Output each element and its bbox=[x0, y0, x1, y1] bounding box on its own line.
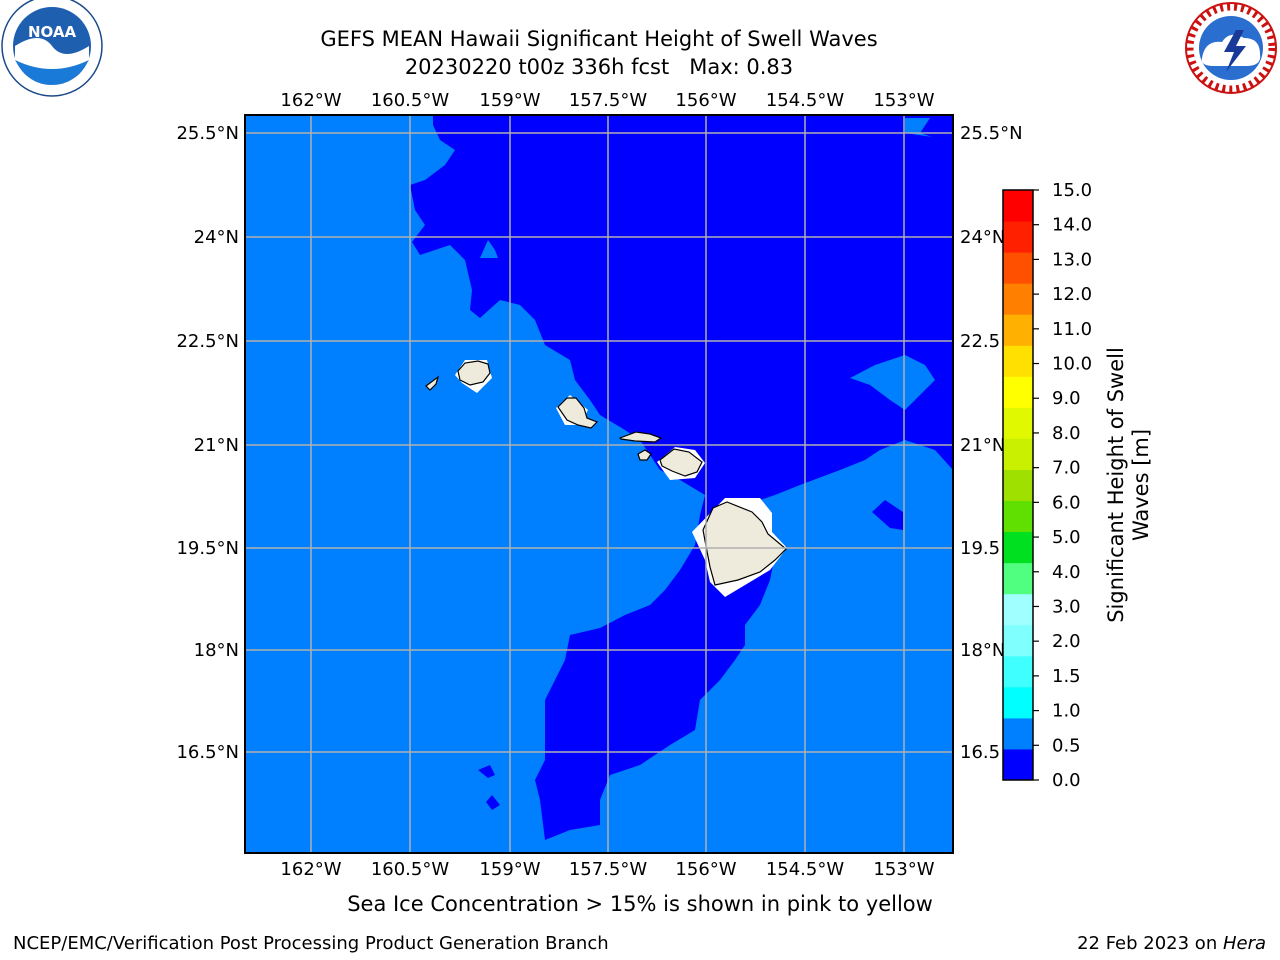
colorbar-segment bbox=[1003, 345, 1033, 377]
footer-date: 22 Feb 2023 on Hera bbox=[1077, 933, 1266, 954]
swell-mid-patch-east bbox=[850, 355, 935, 410]
lat-label-left: 22.5°N bbox=[176, 331, 239, 352]
island-kauai bbox=[457, 360, 491, 386]
colorbar-segment bbox=[1003, 283, 1033, 315]
colorbar-tick-label: 0.0 bbox=[1052, 770, 1081, 791]
colorbar-tick-label: 0.5 bbox=[1052, 735, 1081, 756]
colorbar-tick-label: 9.0 bbox=[1052, 388, 1081, 409]
colorbar-tick-label: 4.0 bbox=[1052, 562, 1081, 583]
colorbar-label: Significant Height of SwellWaves [m] bbox=[1104, 347, 1153, 623]
noaa-logo: NOAA bbox=[1, 0, 103, 97]
map-area bbox=[245, 115, 953, 853]
colorbar-segment bbox=[1003, 500, 1033, 533]
lat-label-left: 19.5°N bbox=[176, 538, 239, 559]
footer-machine: Hera bbox=[1222, 933, 1266, 954]
island-lanai bbox=[637, 449, 652, 461]
colorbar-segment bbox=[1003, 252, 1033, 284]
lat-label-left: 16.5°N bbox=[176, 742, 239, 763]
colorbar-tick-label: 14.0 bbox=[1052, 215, 1092, 236]
map-title: GEFS MEAN Hawaii Significant Height of S… bbox=[320, 27, 878, 51]
swell-low-patch-south bbox=[478, 765, 500, 810]
lon-label-top: 162°W bbox=[280, 90, 341, 111]
colorbar-tick-label: 11.0 bbox=[1052, 319, 1092, 340]
national-weather-service-logo bbox=[1185, 2, 1277, 94]
swell-mid-patch-north bbox=[480, 240, 498, 258]
colorbar-tick-label: 1.0 bbox=[1052, 701, 1081, 722]
colorbar-tick-label: 15.0 bbox=[1052, 180, 1092, 201]
colorbar-tick-label: 12.0 bbox=[1052, 284, 1092, 305]
lat-label-right: 18°N bbox=[960, 640, 1005, 661]
lon-label-top: 156°W bbox=[675, 90, 736, 111]
lat-label-left: 24°N bbox=[194, 227, 239, 248]
noaa-logo-text: NOAA bbox=[28, 23, 77, 41]
swell-low-patch-east bbox=[872, 500, 903, 530]
lat-label-right: 24°N bbox=[960, 227, 1005, 248]
island-oahu bbox=[557, 397, 599, 429]
colorbar-tick-label: 5.0 bbox=[1052, 527, 1081, 548]
colorbar-segment bbox=[1003, 531, 1033, 564]
lat-label-right: 16.5 bbox=[960, 742, 1000, 763]
colorbar-tick-label: 6.0 bbox=[1052, 492, 1081, 513]
lat-label-right: 19.5 bbox=[960, 538, 1000, 559]
footer-date-text: 22 Feb 2023 on bbox=[1077, 933, 1223, 954]
lon-label-bottom: 162°W bbox=[280, 859, 341, 880]
sea-ice-note: Sea Ice Concentration > 15% is shown in … bbox=[347, 892, 933, 916]
colorbar-segment bbox=[1003, 376, 1033, 408]
colorbar-tick-label: 7.0 bbox=[1052, 458, 1081, 479]
map-gridlines bbox=[245, 115, 953, 853]
lon-label-bottom: 160.5°W bbox=[371, 859, 450, 880]
lon-label-top: 160.5°W bbox=[371, 90, 450, 111]
colorbar-segment bbox=[1003, 748, 1033, 781]
lon-label-bottom: 156°W bbox=[675, 859, 736, 880]
colorbar-tick-label: 1.5 bbox=[1052, 666, 1081, 687]
colorbar-segment bbox=[1003, 407, 1033, 439]
colorbar-segment bbox=[1003, 593, 1033, 626]
colorbar-frame bbox=[1002, 189, 1034, 781]
lat-label-left: 21°N bbox=[194, 435, 239, 456]
footer-credit: NCEP/EMC/Verification Post Processing Pr… bbox=[13, 933, 609, 954]
lon-label-top: 157.5°W bbox=[569, 90, 648, 111]
colorbar-tick-label: 10.0 bbox=[1052, 354, 1092, 375]
colorbar-segment bbox=[1003, 190, 1033, 222]
lon-label-top: 154.5°W bbox=[766, 90, 845, 111]
colorbar-tick-label: 13.0 bbox=[1052, 249, 1092, 270]
map-subtitle: 20230220 t00z 336h fcst Max: 0.83 bbox=[404, 55, 794, 79]
colorbar-tick-label: 2.0 bbox=[1052, 631, 1081, 652]
lon-label-bottom: 159°W bbox=[479, 859, 540, 880]
lon-label-bottom: 154.5°W bbox=[766, 859, 845, 880]
colorbar-label-line: Waves [m] bbox=[1129, 429, 1153, 541]
lon-label-bottom: 157.5°W bbox=[569, 859, 648, 880]
island-molokai bbox=[618, 431, 663, 443]
lat-label-right: 22.5 bbox=[960, 331, 1000, 352]
lat-label-right: 21°N bbox=[960, 435, 1005, 456]
colorbar-segment bbox=[1003, 438, 1033, 470]
colorbar-segment bbox=[1003, 221, 1033, 253]
colorbar-tick-label: 8.0 bbox=[1052, 423, 1081, 444]
colorbar: 0.0 0.5 1.0 1.5 2.0 3.0 4.0 5.0 6.0 7.0 8.0 9.0 10.0… bbox=[1002, 180, 1092, 791]
colorbar-segment bbox=[1003, 717, 1033, 750]
colorbar-segment bbox=[1003, 562, 1033, 595]
map-frame bbox=[244, 114, 954, 854]
lat-label-left: 18°N bbox=[194, 640, 239, 661]
lon-label-top: 159°W bbox=[479, 90, 540, 111]
colorbar-segment bbox=[1003, 686, 1033, 719]
colorbar-segment bbox=[1003, 624, 1033, 657]
colorbar-segment bbox=[1003, 314, 1033, 346]
colorbar-label-line: Significant Height of Swell bbox=[1104, 347, 1128, 623]
lon-label-bottom: 153°W bbox=[873, 859, 934, 880]
colorbar-tick-label: 3.0 bbox=[1052, 596, 1081, 617]
island-hawaii bbox=[702, 501, 787, 586]
colorbar-segment bbox=[1003, 655, 1033, 688]
colorbar-segment bbox=[1003, 469, 1033, 502]
island-niihau bbox=[425, 375, 440, 391]
island-maui bbox=[659, 448, 703, 477]
lat-label-left: 25.5°N bbox=[176, 123, 239, 144]
lon-label-top: 153°W bbox=[873, 90, 934, 111]
lat-label-right: 25.5°N bbox=[960, 123, 1023, 144]
